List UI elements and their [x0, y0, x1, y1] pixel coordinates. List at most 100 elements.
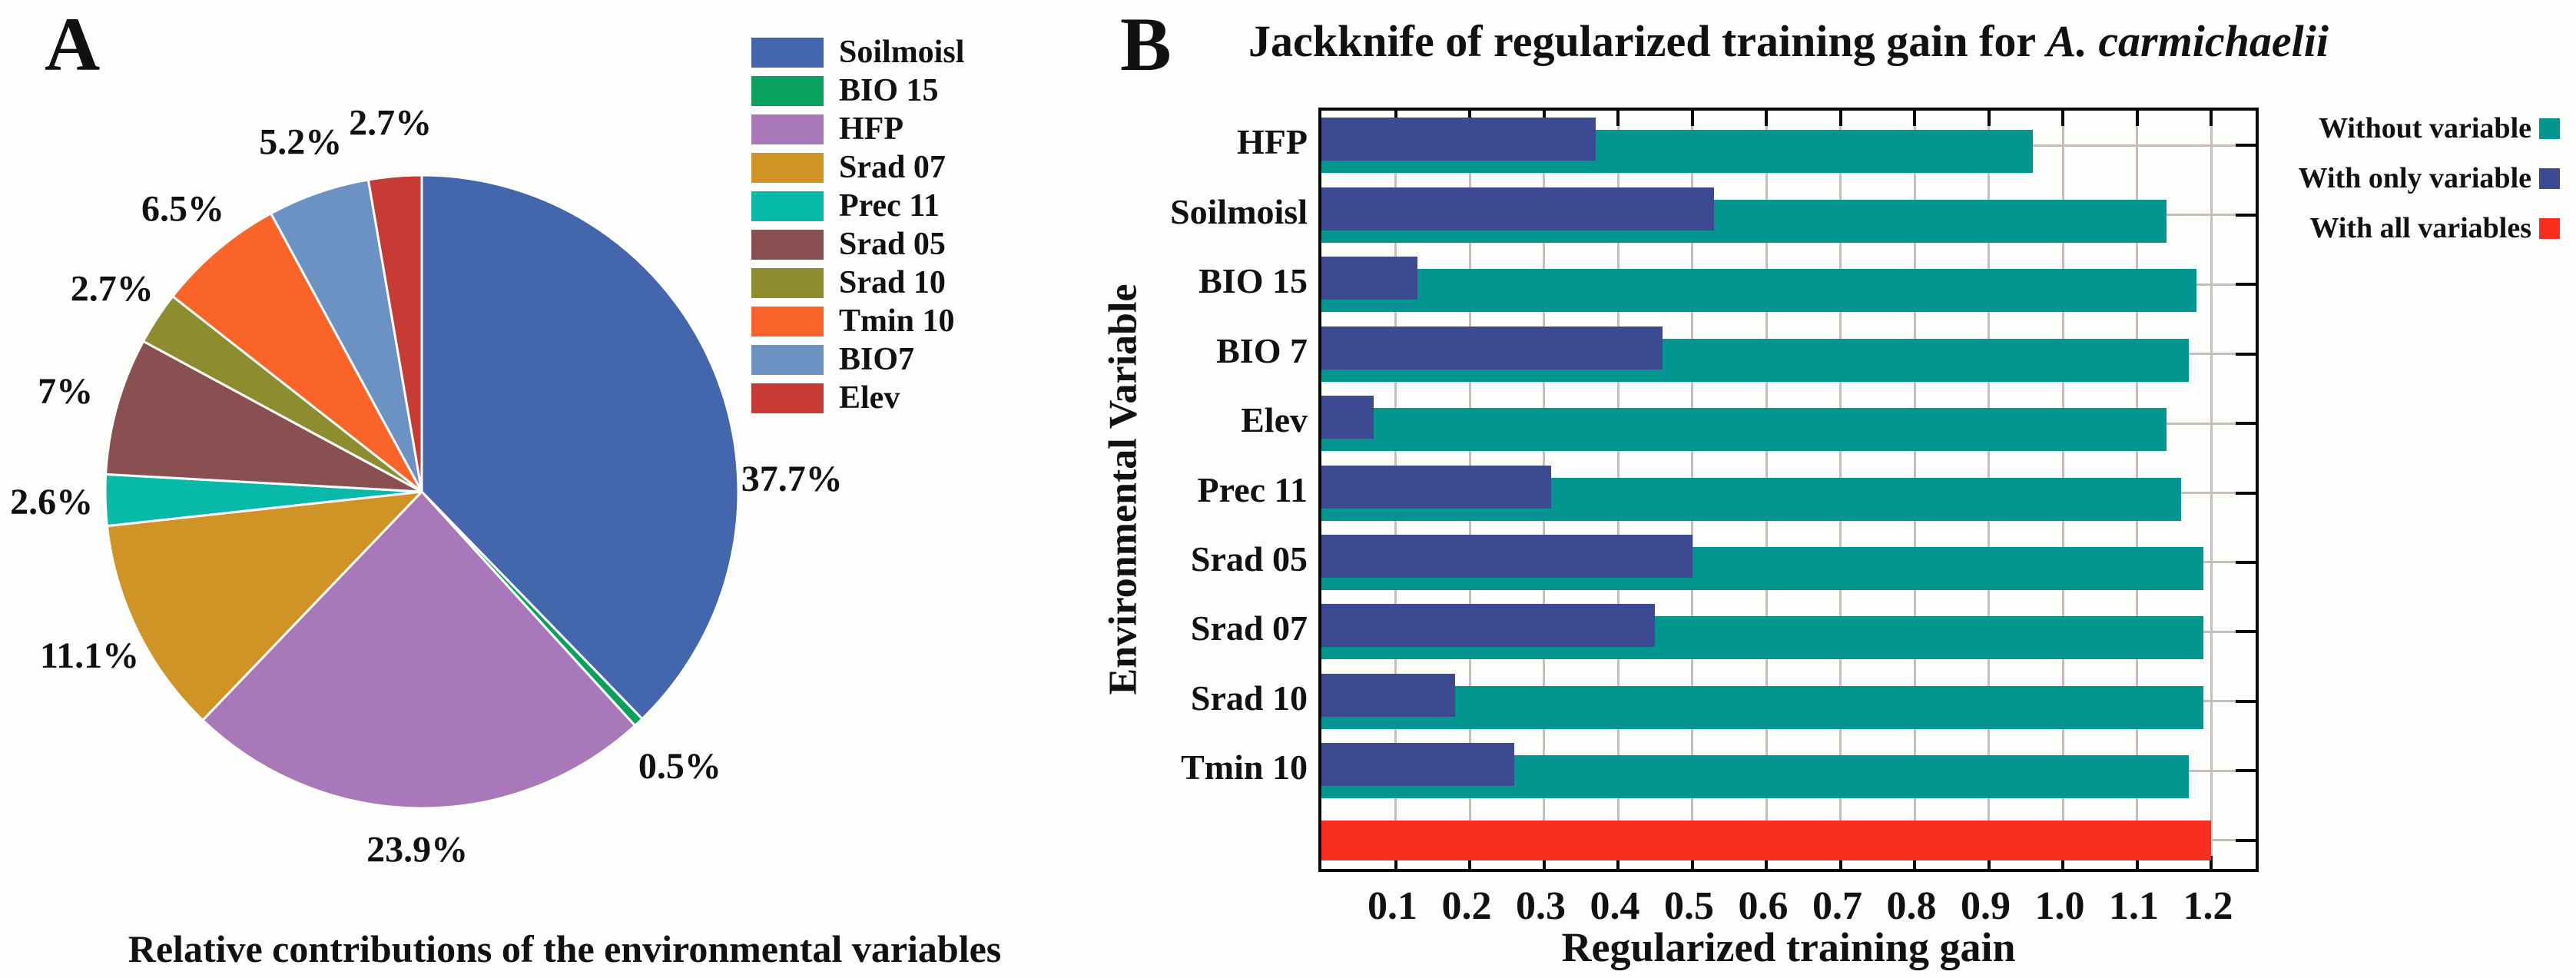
- pie-legend-label: HFP: [839, 111, 903, 147]
- y-axis-label-srad-05: Srad 05: [1190, 539, 1308, 579]
- pie-legend-swatch: [751, 230, 824, 260]
- y-axis-label-prec-11: Prec 11: [1197, 469, 1308, 509]
- y-axis-label-bio-7: BIO 7: [1216, 330, 1308, 370]
- axis-tick-top: [2061, 111, 2064, 126]
- bar-legend-swatch: [2539, 167, 2560, 189]
- pie-legend-item: Srad 10: [751, 267, 964, 299]
- x-axis-tick-label: 1.0: [2034, 884, 2085, 928]
- y-axis-label-soilmoisl: Soilmoisl: [1170, 191, 1308, 231]
- panel-b-label: B: [1120, 2, 1172, 87]
- axis-tick-right: [2236, 213, 2256, 217]
- axis-tick-top: [2210, 111, 2213, 126]
- with-all-variables-bar: [1321, 820, 2211, 860]
- with-only-variable-bar: [1321, 743, 1514, 787]
- with-only-variable-bar: [1321, 465, 1552, 509]
- pie-percent-label: 37.7%: [741, 459, 843, 499]
- pie-percent-label: 2.7%: [71, 269, 154, 310]
- pie-percent-label: 5.2%: [259, 122, 342, 163]
- x-axis-tick-label: 0.4: [1590, 884, 1640, 928]
- y-axis-label-tmin-10: Tmin 10: [1181, 748, 1308, 787]
- axis-tick-bottom: [2061, 856, 2064, 869]
- pie-slice-hfp: [201, 490, 637, 810]
- axis-tick-right: [2236, 699, 2256, 703]
- bar-chart-title-text: Jackknife of regularized training gain f…: [1248, 16, 2047, 66]
- axis-tick-top: [1838, 111, 1842, 126]
- pie-legend-swatch: [751, 38, 824, 68]
- axis-tick-top: [2135, 111, 2139, 126]
- with-only-variable-bar: [1321, 534, 1692, 578]
- pie-legend-swatch: [751, 345, 824, 375]
- pie-legend: Soilmoisl BIO 15 HFP Srad 07 Prec 11 Srad 05 S…: [751, 35, 965, 422]
- axis-tick-top: [1765, 111, 1768, 126]
- pie-legend-item: Prec 11: [751, 188, 964, 224]
- without-variable-bar: [1321, 408, 2167, 452]
- axis-tick-bottom: [1838, 856, 1842, 869]
- x-axis-tick-label: 0.5: [1664, 884, 1714, 928]
- with-only-variable-bar: [1321, 187, 1715, 230]
- without-variable-bar: [1321, 269, 2196, 313]
- axis-tick-right: [2236, 491, 2256, 495]
- pie-legend-label: Srad 05: [839, 227, 946, 262]
- pie-legend-item: HFP: [751, 111, 964, 147]
- x-axis-tick-label: 1.2: [2183, 884, 2233, 928]
- axis-tick-top: [1913, 111, 1916, 126]
- x-axis-tick-label: 0.9: [1961, 884, 2011, 928]
- x-axis-tick-label: 0.6: [1738, 884, 1789, 928]
- bar-x-axis-title: Regularized training gain: [1561, 924, 2016, 970]
- y-axis-label-srad-07: Srad 07: [1190, 608, 1308, 648]
- pie-legend-label: Soilmoisl: [839, 35, 965, 70]
- without-variable-bar: [1321, 685, 2204, 729]
- pie-legend-item: Tmin 10: [751, 305, 964, 337]
- pie-legend-label: Prec 11: [839, 188, 940, 224]
- axis-tick-top: [1616, 111, 1620, 126]
- x-axis-tick-label: 1.1: [2109, 884, 2159, 928]
- axis-tick-bottom: [2135, 856, 2139, 869]
- with-only-variable-bar: [1321, 673, 1455, 717]
- x-axis-tick-label: 0.3: [1516, 884, 1566, 928]
- y-axis-label-elev: Elev: [1241, 400, 1308, 440]
- with-only-variable-bar: [1321, 396, 1374, 439]
- pie-legend-swatch: [751, 76, 824, 106]
- bar-legend-swatch: [2539, 217, 2560, 239]
- x-axis-tick-label: 0.2: [1441, 884, 1492, 928]
- pie-caption: Relative contributions of the environmen…: [128, 927, 1002, 970]
- y-axis-label-srad-10: Srad 10: [1190, 678, 1308, 718]
- bar-chart-title: Jackknife of regularized training gain f…: [1248, 15, 2329, 67]
- bar-legend-label: Without variable: [2319, 112, 2531, 144]
- pie-percent-label: 7%: [38, 371, 93, 412]
- axis-tick-right: [2236, 283, 2256, 287]
- pie-legend-label: BIO7: [839, 342, 915, 377]
- pie-percent-label: 0.5%: [638, 746, 721, 787]
- with-only-variable-bar: [1321, 326, 1663, 370]
- axis-tick-right: [2236, 769, 2256, 773]
- axis-tick-bottom: [1913, 856, 1916, 869]
- axis-tick-right: [2236, 422, 2256, 426]
- panel-a-label: A: [45, 2, 101, 87]
- pie-legend-swatch: [751, 153, 824, 183]
- pie-legend-item: BIO 15: [751, 73, 964, 108]
- with-only-variable-bar: [1321, 604, 1656, 648]
- pie-chart: 37.7%0.5%23.9%11.1%2.6%7%2.7%6.5%5.2% 2.7…: [10, 103, 843, 870]
- pie-legend-label: BIO 15: [839, 73, 939, 108]
- bar-plot-area: [1318, 108, 2259, 872]
- pie-legend-label: Elev: [839, 380, 900, 416]
- bar-legend-label: With all variables: [2309, 212, 2531, 244]
- bar-legend-item: With only variable: [2299, 162, 2560, 194]
- pie-slice-srad-05: [104, 340, 423, 493]
- pie-legend-swatch: [751, 383, 824, 413]
- axis-tick-right: [2236, 144, 2256, 148]
- bar-y-axis-title: Environmental Variable: [1101, 283, 1145, 695]
- axis-tick-bottom: [1765, 856, 1768, 869]
- pie-percent-label: 11.1%: [40, 635, 139, 676]
- with-only-variable-bar: [1321, 118, 1596, 161]
- bar-legend-item: Without variable: [2319, 112, 2560, 144]
- pie-legend-label: Srad 07: [839, 150, 946, 185]
- y-axis-label-hfp: HFP: [1237, 122, 1308, 162]
- bar-chart-title-species: A. carmichaelii: [2046, 16, 2329, 66]
- pie-percent-label: 23.9%: [366, 830, 468, 870]
- x-axis-tick-label: 0.7: [1812, 884, 1862, 928]
- axis-tick-right: [2236, 560, 2256, 564]
- pie-legend-item: Soilmoisl: [751, 35, 965, 70]
- pie-legend-item: BIO7: [751, 342, 964, 377]
- pie-slice-tmin-10: [171, 212, 423, 493]
